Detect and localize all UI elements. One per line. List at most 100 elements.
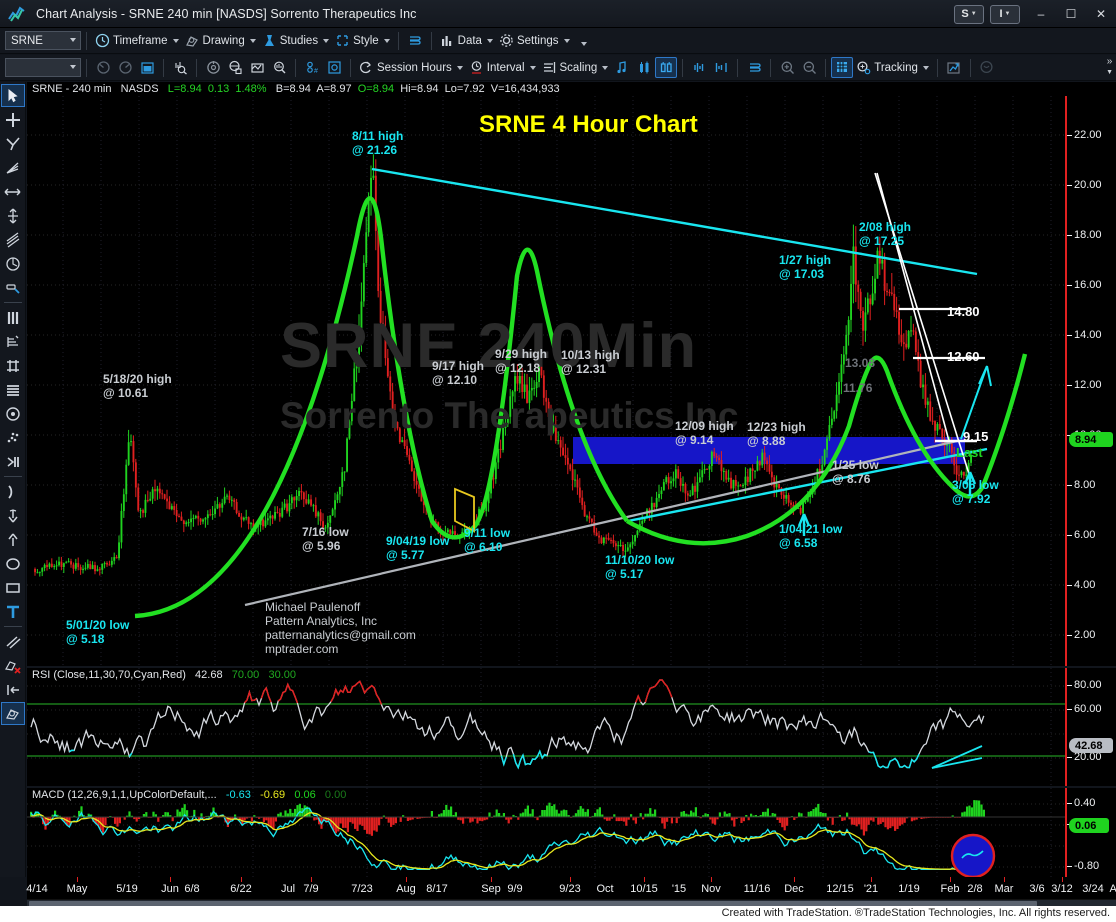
- menu-timeframe[interactable]: Timeframe: [92, 30, 182, 52]
- price-axis[interactable]: 22.0020.0018.0016.0014.0012.0010.008.006…: [1065, 96, 1116, 666]
- annotation-line-2: @ 8.76: [832, 472, 871, 486]
- cycle-icon[interactable]: [1, 252, 25, 275]
- macd-pane[interactable]: MACD (12,26,9,1,1,UpColorDefault,... -0.…: [27, 788, 1065, 877]
- arrow-down-icon[interactable]: [1, 504, 25, 527]
- divider: [196, 58, 197, 77]
- bars-thin-icon[interactable]: [688, 57, 710, 78]
- chevron-down-icon: [563, 38, 570, 43]
- pointer-icon[interactable]: [0, 84, 25, 107]
- ruler-icon[interactable]: [1, 276, 25, 299]
- macd-label: MACD (12,26,9,1,1,UpColorDefault,...: [32, 789, 217, 801]
- menu-style[interactable]: Style: [332, 30, 393, 52]
- annotation-line-2: @ 10.61: [103, 386, 149, 400]
- date-axis[interactable]: 4/14 May 5/19 Jun 6/8 6/22 Jul 7/9 7/23 Aug 8/17 Se…: [26, 877, 1116, 899]
- annotation-line-1: 5/01/20 low: [66, 618, 130, 632]
- spread-icon[interactable]: [710, 57, 732, 78]
- arc-icon[interactable]: [1, 480, 25, 503]
- menu-settings[interactable]: Settings: [496, 30, 573, 52]
- calendar-icon[interactable]: [136, 57, 158, 78]
- menu-data-label: Data: [457, 34, 482, 47]
- quote-bid: B=8.94: [275, 83, 311, 95]
- menu-scaling[interactable]: Scaling: [539, 57, 612, 79]
- rsi-last-value: 42.68: [1075, 739, 1103, 752]
- fibonacci-grid-icon[interactable]: [1, 354, 25, 377]
- parallel-channel-icon[interactable]: [1, 228, 25, 251]
- menu-tracking[interactable]: Tracking: [853, 57, 932, 79]
- menu-drawing[interactable]: Drawing: [182, 30, 259, 52]
- trendline-icon[interactable]: [1, 132, 25, 155]
- chart-flag-icon[interactable]: [246, 57, 268, 78]
- measure-bars-icon[interactable]: [1, 450, 25, 473]
- fan-lines-icon[interactable]: [1, 156, 25, 179]
- fibonacci-arc-icon[interactable]: [1, 330, 25, 353]
- scrollbar-thumb[interactable]: [29, 901, 1037, 910]
- signature-site: mptrader.com: [265, 642, 339, 656]
- annotation-line-2: @ 12.31: [561, 362, 607, 376]
- chevron-down-icon[interactable]: [580, 42, 587, 46]
- toolbar-overflow-button[interactable]: » ▼: [1106, 56, 1113, 77]
- horizontal-scrollbar[interactable]: [27, 899, 1116, 910]
- text-tool-icon[interactable]: [1, 600, 25, 623]
- parallel-lines-icon[interactable]: [1, 630, 25, 653]
- close-button[interactable]: ✕: [1095, 7, 1107, 21]
- candles-icon[interactable]: [633, 57, 655, 78]
- zoom-out-icon[interactable]: [798, 57, 820, 78]
- ellipse-target-icon[interactable]: [1, 402, 25, 425]
- maximize-button[interactable]: ☐: [1065, 7, 1077, 21]
- projection-line-2: [876, 172, 950, 442]
- magnify-data-icon[interactable]: [169, 57, 191, 78]
- menu-studies[interactable]: Studies: [259, 30, 332, 52]
- fibonacci-vertical-icon[interactable]: [1, 306, 25, 329]
- layers-icon[interactable]: [743, 57, 765, 78]
- date-tick-mark: [77, 877, 78, 882]
- secondary-symbol-input[interactable]: [5, 58, 81, 77]
- style-dropdown-button[interactable]: S ▼: [954, 4, 984, 24]
- rsi-pane[interactable]: RSI (Close,11,30,70,Cyan,Red) 42.68 70.0…: [27, 668, 1065, 786]
- settings-hash-icon[interactable]: #: [301, 57, 323, 78]
- minimize-button[interactable]: –: [1037, 7, 1045, 21]
- radar-left-icon[interactable]: [92, 57, 114, 78]
- annotation-line-1: 9/29 high: [495, 347, 548, 361]
- menu-data[interactable]: Data: [437, 30, 496, 52]
- date-tick-mark: [311, 877, 312, 882]
- annotation-line-1: 12/23 high: [747, 420, 806, 434]
- music-note-icon[interactable]: [611, 57, 633, 78]
- symbol-input[interactable]: SRNE: [5, 31, 81, 50]
- globe-lock-icon[interactable]: [224, 57, 246, 78]
- date-tick: 6/22: [230, 883, 252, 895]
- trend-export-icon[interactable]: [943, 57, 965, 78]
- dots-pattern-icon[interactable]: [1, 426, 25, 449]
- rsi-axis[interactable]: 80.00 60.00 20.00 42.68: [1065, 668, 1116, 786]
- horizontal-arrow-icon[interactable]: [1, 180, 25, 203]
- price-chart-pane[interactable]: SRNE 240Min Sorrento Therapeutics Inc: [27, 96, 1065, 666]
- fibonacci-retracement-icon[interactable]: [1, 378, 25, 401]
- annotation-line-1: 1/25 low: [832, 458, 879, 472]
- rectangle-icon[interactable]: [1, 576, 25, 599]
- comment-icon[interactable]: [976, 57, 998, 78]
- drawing-properties-icon[interactable]: [0, 702, 25, 725]
- delete-drawing-icon[interactable]: [1, 654, 25, 677]
- magnifier-chart-icon[interactable]: [268, 57, 290, 78]
- grid-icon[interactable]: [831, 57, 854, 78]
- layers-icon[interactable]: [404, 30, 426, 51]
- crosshair-icon[interactable]: [1, 108, 25, 131]
- target-icon[interactable]: [202, 57, 224, 78]
- price-tick: 20.00: [1067, 179, 1102, 191]
- toolbar-row-1: SRNE Timeframe Drawing Studies: [0, 28, 1116, 54]
- zoom-in-icon[interactable]: [776, 57, 798, 78]
- arrow-up-icon[interactable]: [1, 528, 25, 551]
- interval-dropdown-button[interactable]: I ▼: [990, 4, 1020, 24]
- divider: [3, 476, 22, 477]
- macd-axis[interactable]: 0.40-0.20-0.80 0.06: [1065, 788, 1116, 877]
- menu-session-hours[interactable]: Session Hours: [356, 57, 466, 79]
- menu-interval[interactable]: Interval: [466, 57, 539, 79]
- low-marker-arrow: [963, 471, 977, 496]
- gear-blue-icon[interactable]: [323, 57, 345, 78]
- bar-chart-blue-icon[interactable]: [655, 57, 678, 78]
- price-tick: 12.00: [1067, 379, 1102, 391]
- date-tick: 9/9: [507, 883, 523, 895]
- snap-left-icon[interactable]: [1, 678, 25, 701]
- vertical-arrow-icon[interactable]: [1, 204, 25, 227]
- radar-right-icon[interactable]: [114, 57, 136, 78]
- ellipse-icon[interactable]: [1, 552, 25, 575]
